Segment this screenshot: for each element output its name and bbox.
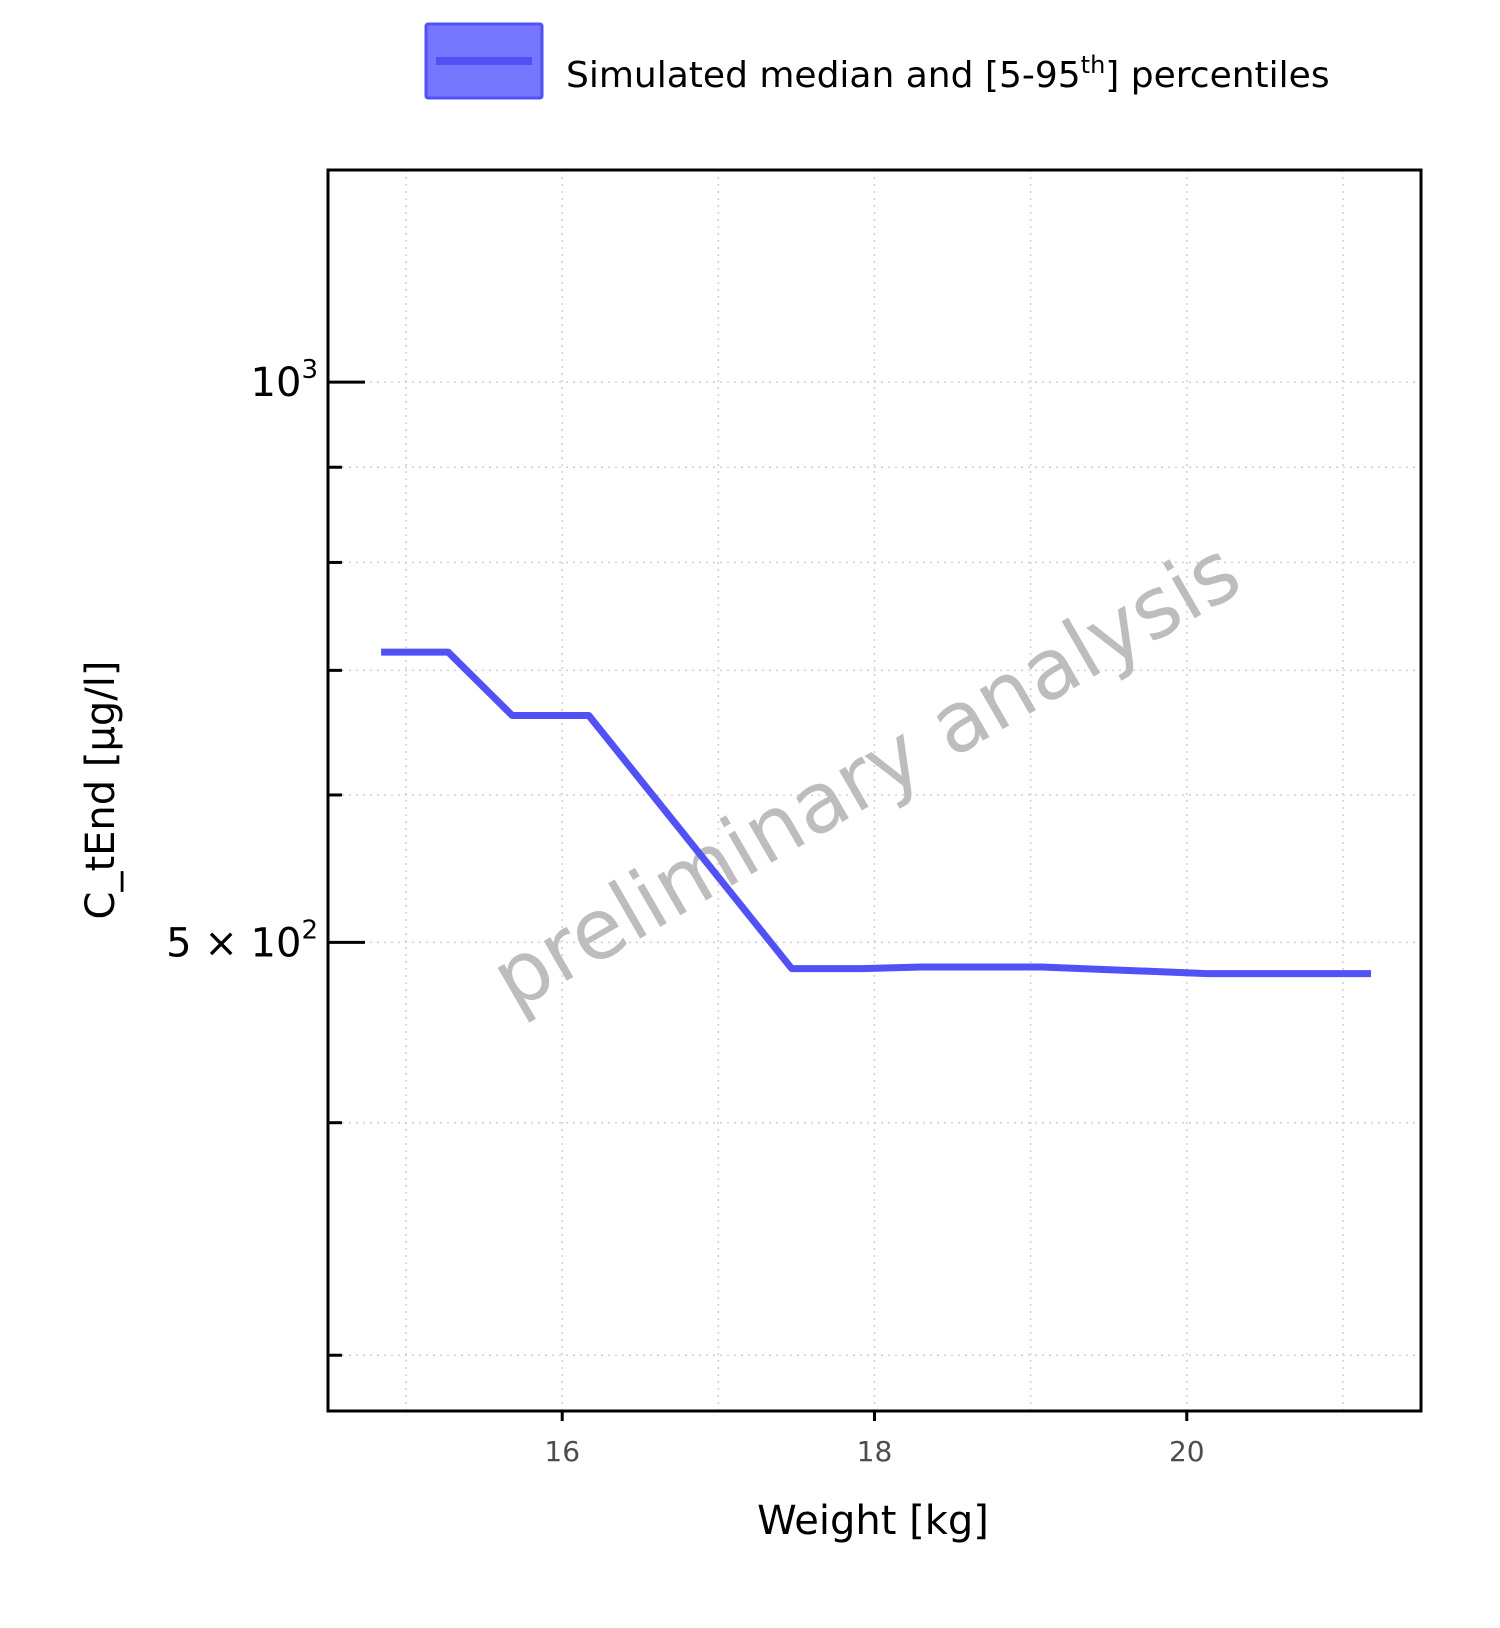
series-line bbox=[381, 648, 1371, 978]
legend-label-main: Simulated median and [5-95 bbox=[566, 55, 1081, 96]
series-layer bbox=[381, 648, 1371, 978]
y-tick-label: 5 × 102 bbox=[166, 915, 318, 966]
x-tick-label: 20 bbox=[1169, 1435, 1205, 1468]
x-tick-label: 16 bbox=[544, 1435, 580, 1468]
x-tick-label: 18 bbox=[857, 1435, 893, 1468]
legend-label-sup: th bbox=[1081, 51, 1106, 79]
x-axis: 16 18 20 bbox=[544, 1411, 1205, 1468]
legend-label: Simulated median and [5-95th] percentile… bbox=[566, 51, 1330, 96]
legend-label-tail: ] percentiles bbox=[1105, 55, 1329, 96]
y-tick-label: 103 bbox=[251, 355, 318, 406]
y-axis-title: C_tEnd [µg/l] bbox=[78, 661, 124, 920]
grid bbox=[328, 170, 1421, 1411]
y-axis: 103 5 × 102 bbox=[166, 355, 365, 1357]
x-axis-title: Weight [kg] bbox=[757, 1498, 989, 1544]
legend: Simulated median and [5-95th] percentile… bbox=[424, 22, 1330, 100]
